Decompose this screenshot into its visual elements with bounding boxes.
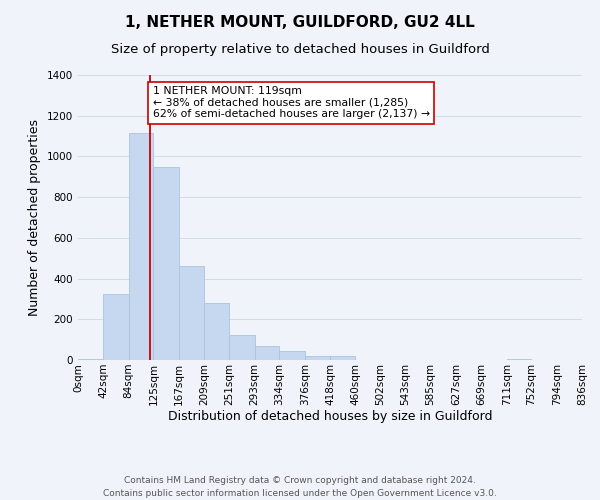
Y-axis label: Number of detached properties: Number of detached properties xyxy=(28,119,41,316)
Bar xyxy=(506,359,532,360)
Bar xyxy=(103,294,128,360)
Text: 1, NETHER MOUNT, GUILDFORD, GU2 4LL: 1, NETHER MOUNT, GUILDFORD, GU2 4LL xyxy=(125,15,475,30)
Bar xyxy=(78,359,103,360)
Bar xyxy=(204,303,229,360)
Bar xyxy=(330,356,355,360)
Bar xyxy=(154,166,179,360)
Bar xyxy=(280,351,305,360)
Bar xyxy=(128,133,154,360)
Bar xyxy=(254,346,280,360)
Text: Contains HM Land Registry data © Crown copyright and database right 2024.
Contai: Contains HM Land Registry data © Crown c… xyxy=(103,476,497,498)
Text: 1 NETHER MOUNT: 119sqm
← 38% of detached houses are smaller (1,285)
62% of semi-: 1 NETHER MOUNT: 119sqm ← 38% of detached… xyxy=(153,86,430,120)
Bar xyxy=(305,356,330,360)
Text: Size of property relative to detached houses in Guildford: Size of property relative to detached ho… xyxy=(110,44,490,57)
X-axis label: Distribution of detached houses by size in Guildford: Distribution of detached houses by size … xyxy=(168,410,492,424)
Bar xyxy=(179,266,204,360)
Bar xyxy=(229,334,254,360)
